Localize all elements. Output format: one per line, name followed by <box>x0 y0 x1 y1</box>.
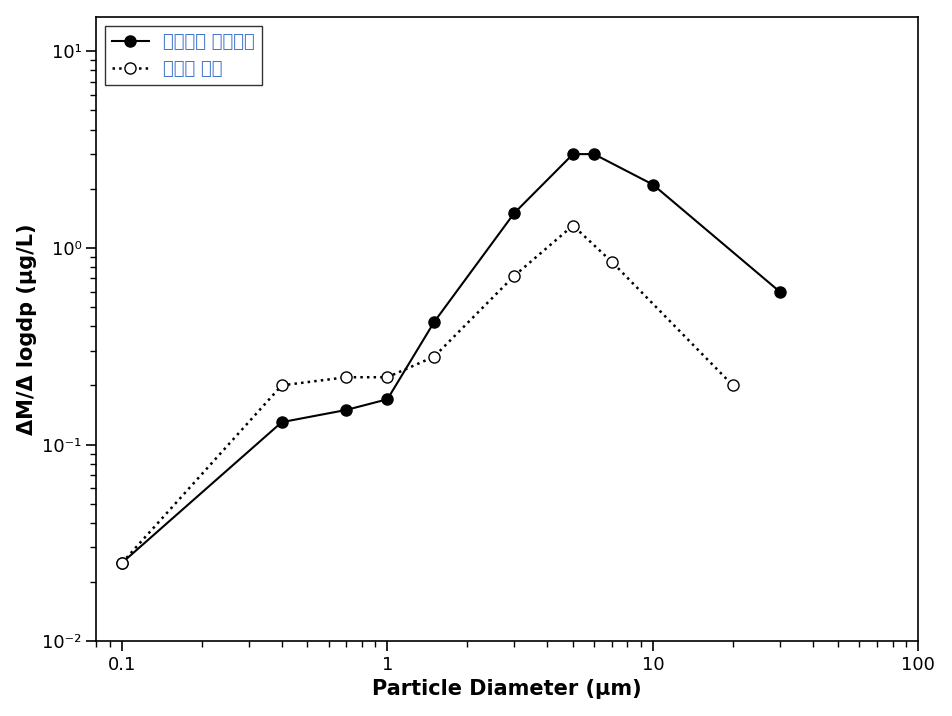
원료물질 투입호퍼 <box>116 558 128 567</box>
배합기 인근 <box>567 221 579 230</box>
배합기 인근 <box>428 352 440 361</box>
원료물질 투입호퍼 <box>382 395 393 404</box>
원료물질 투입호퍼 <box>508 209 520 218</box>
Y-axis label: ΔM/Δ logdp (μg/L): ΔM/Δ logdp (μg/L) <box>17 223 37 435</box>
배합기 인근 <box>276 381 288 390</box>
원료물질 투입호퍼 <box>341 406 352 415</box>
Line: 원료물질 투입호퍼: 원료물질 투입호퍼 <box>116 148 785 569</box>
배합기 인근 <box>727 381 739 390</box>
배합기 인근 <box>508 271 520 280</box>
원료물질 투입호퍼 <box>647 180 659 189</box>
배합기 인근 <box>382 373 393 382</box>
Line: 배합기 인근: 배합기 인근 <box>116 220 739 569</box>
X-axis label: Particle Diameter (μm): Particle Diameter (μm) <box>372 679 642 700</box>
원료물질 투입호퍼 <box>276 418 288 427</box>
원료물질 투입호퍼 <box>567 150 579 158</box>
배합기 인근 <box>116 558 128 567</box>
Legend: 원료물질 투입호퍼, 배합기 인근: 원료물질 투입호퍼, 배합기 인근 <box>106 26 262 85</box>
원료물질 투입호퍼 <box>588 150 600 158</box>
배합기 인근 <box>606 258 618 266</box>
배합기 인근 <box>341 373 352 382</box>
원료물질 투입호퍼 <box>774 287 785 296</box>
원료물질 투입호퍼 <box>428 318 440 326</box>
